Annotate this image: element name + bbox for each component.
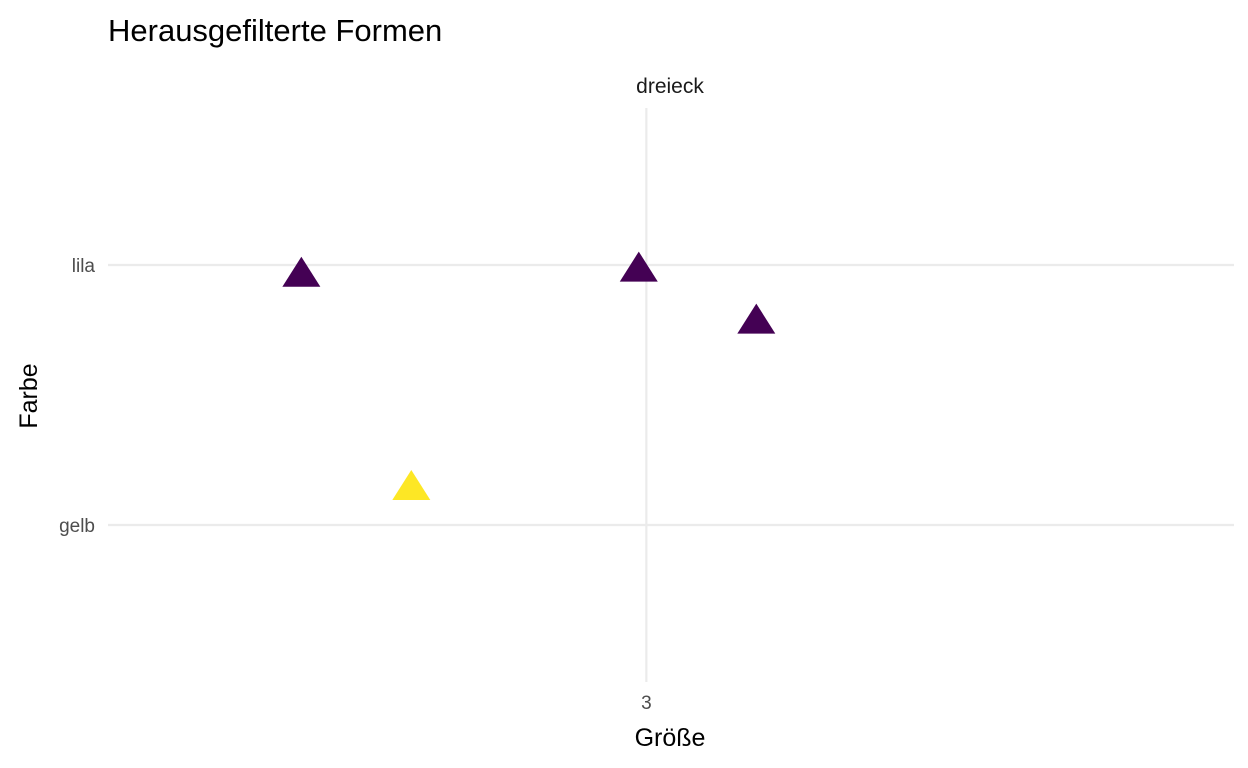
facet-strip-label: dreieck [636, 75, 704, 98]
triangle-point-3 [737, 303, 776, 334]
y-axis-title: Farbe [15, 363, 43, 428]
x-tick-label-3: 3 [641, 693, 652, 714]
triangle-point-2 [619, 251, 658, 282]
y-tick-label-gelb: gelb [59, 516, 95, 537]
grid-lines [108, 108, 1234, 682]
triangle-point-1 [282, 256, 321, 287]
y-tick-label-lila: lila [72, 256, 96, 277]
y-axis-ticks: gelb lila [59, 256, 95, 537]
x-axis-ticks: 3 [641, 693, 652, 714]
x-axis-title: Größe [635, 724, 706, 752]
chart-title: Herausgefilterte Formen [108, 13, 442, 48]
data-points [282, 251, 776, 500]
triangle-point-4 [392, 470, 431, 500]
